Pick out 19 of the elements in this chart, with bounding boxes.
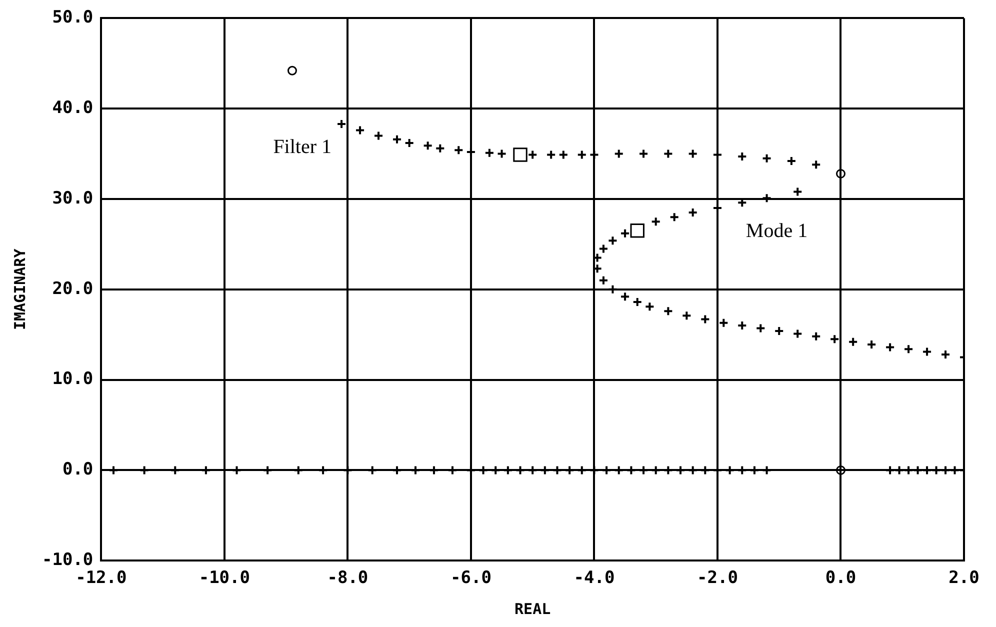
y-tick-label: 20.0: [52, 278, 94, 299]
series-label: Filter 1: [273, 136, 332, 158]
y-tick-label: 0.0: [62, 460, 94, 480]
y-tick-label: 10.0: [52, 369, 94, 390]
x-tick-label: -6.0: [450, 568, 492, 588]
series-label: Mode 1: [746, 220, 808, 242]
x-tick-label: -8.0: [327, 568, 368, 588]
x-tick-label: 0.0: [825, 568, 856, 588]
x-axis-title: REAL: [514, 600, 551, 618]
x-tick-label: -10.0: [198, 568, 250, 588]
y-tick-label: 50.0: [52, 8, 94, 28]
x-tick-label: 2.0: [948, 568, 980, 588]
x-tick-label: -4.0: [574, 568, 615, 588]
y-axis-title: IMAGINARY: [10, 248, 29, 330]
y-tick-label: 30.0: [52, 188, 94, 208]
x-tick-label: -2.0: [697, 568, 738, 588]
x-tick-label: -12.0: [76, 568, 127, 588]
y-tick-label: 40.0: [52, 98, 94, 118]
y-tick-label: -10.0: [42, 550, 94, 570]
